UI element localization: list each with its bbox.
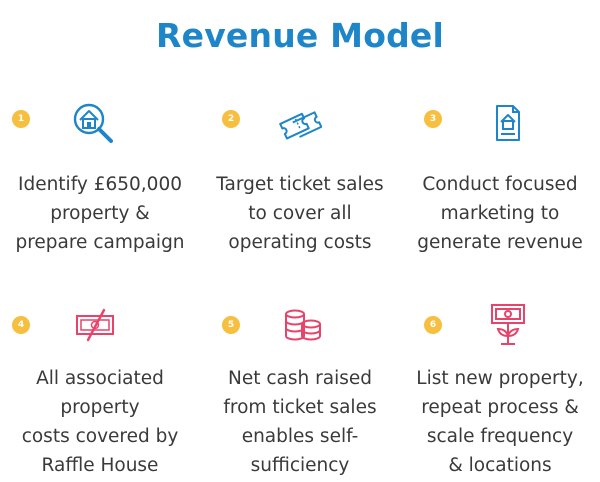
step-description: All associated property costs covered by… — [0, 364, 200, 480]
step-line: repeat process & — [421, 397, 579, 418]
step-line: Target ticket sales — [216, 174, 384, 195]
house-search-icon — [70, 100, 116, 146]
step-line: Identify £650,000 — [18, 174, 182, 195]
step-line: prepare campaign — [15, 232, 185, 253]
step-line: sufficiency — [250, 455, 350, 476]
step-description: Net cash raised from ticket sales enable… — [200, 364, 400, 480]
step-number-badge: 5 — [222, 316, 240, 334]
step-line: scale frequency — [426, 426, 574, 447]
step-line: operating costs — [228, 232, 372, 253]
step-line: costs covered by — [21, 426, 179, 447]
property-document-icon — [493, 104, 523, 144]
coin-stack-icon — [283, 308, 323, 342]
step-number-badge: 3 — [424, 110, 442, 128]
step-line: List new property, — [416, 368, 584, 389]
step-description: List new property, repeat process & scal… — [400, 364, 600, 480]
step-description: Conduct focused marketing to generate re… — [400, 170, 600, 257]
step-line: from ticket sales — [223, 397, 377, 418]
step-number-badge: 1 — [12, 110, 30, 128]
step-description: Identify £650,000 property & prepare cam… — [0, 170, 200, 257]
step-line: Raffle House — [41, 455, 159, 476]
step-description: Target ticket sales to cover all operati… — [200, 170, 400, 257]
step-line: property — [60, 397, 140, 418]
step-number-badge: 6 — [424, 316, 442, 334]
step-line: property & — [50, 203, 150, 224]
step-number-badge: 2 — [222, 110, 240, 128]
step-line: Conduct focused — [422, 174, 578, 195]
step-line: All associated — [36, 368, 164, 389]
step-number-badge: 4 — [12, 316, 30, 334]
step-line: marketing to — [440, 203, 560, 224]
money-growth-icon — [489, 302, 527, 346]
step-line: to cover all — [248, 203, 352, 224]
step-line: enables self- — [241, 426, 359, 447]
step-line: generate revenue — [417, 232, 583, 253]
tickets-icon — [276, 104, 322, 144]
step-line: Net cash raised — [228, 368, 372, 389]
page-title: Revenue Model — [156, 16, 444, 55]
crossed-cash-icon — [74, 308, 116, 342]
step-line: & locations — [448, 455, 552, 476]
